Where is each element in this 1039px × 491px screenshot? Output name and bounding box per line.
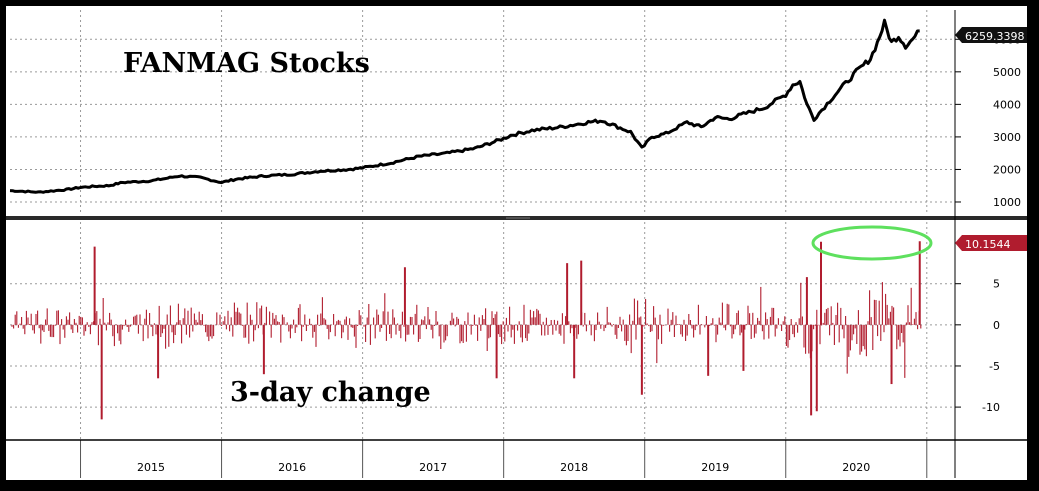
last-change-label: 10.1544 xyxy=(965,238,1011,251)
bottom-panel-grid xyxy=(10,222,955,440)
x-tick-label-2016: 2016 xyxy=(278,461,306,474)
bottom-y-tick-label: 5 xyxy=(993,278,1000,291)
bottom-y-tick-label: -10 xyxy=(982,401,1000,414)
bottom-y-tick-label: 0 xyxy=(993,319,1000,332)
bottom-panel-title: 3-day change xyxy=(230,377,431,408)
top-y-tick-label: 2000 xyxy=(993,163,1021,176)
x-tick-label-2020: 2020 xyxy=(842,461,870,474)
top-panel-grid xyxy=(10,10,955,215)
top-y-tick-label: 3000 xyxy=(993,131,1021,144)
x-tick-label-2017: 2017 xyxy=(419,461,447,474)
x-tick-label-2018: 2018 xyxy=(560,461,588,474)
top-y-tick-label: 5000 xyxy=(993,66,1021,79)
chart-frame xyxy=(2,2,1031,484)
x-tick-label-2015: 2015 xyxy=(137,461,165,474)
top-panel-title: FANMAG Stocks xyxy=(123,48,370,79)
top-y-tick-label: 1000 xyxy=(993,196,1021,209)
chart-background xyxy=(6,6,1027,480)
fanmag-price-line xyxy=(9,18,920,194)
last-change-tag: 10.1544 xyxy=(955,235,1027,251)
x-tick-label-2019: 2019 xyxy=(701,461,729,474)
change-bars xyxy=(11,241,922,420)
x-axis: 2015 2016 2017 2018 2019 2020 xyxy=(6,10,1027,478)
bottom-y-tick-label: -5 xyxy=(989,360,1000,373)
last-price-label: 6259.3398 xyxy=(965,30,1025,43)
last-price-tag: 6259.3398 xyxy=(955,27,1027,43)
top-y-tick-label: 4000 xyxy=(993,98,1021,111)
bottom-y-axis: -10 -5 0 5 xyxy=(955,278,1000,414)
peak-highlight-ellipse xyxy=(811,225,933,261)
